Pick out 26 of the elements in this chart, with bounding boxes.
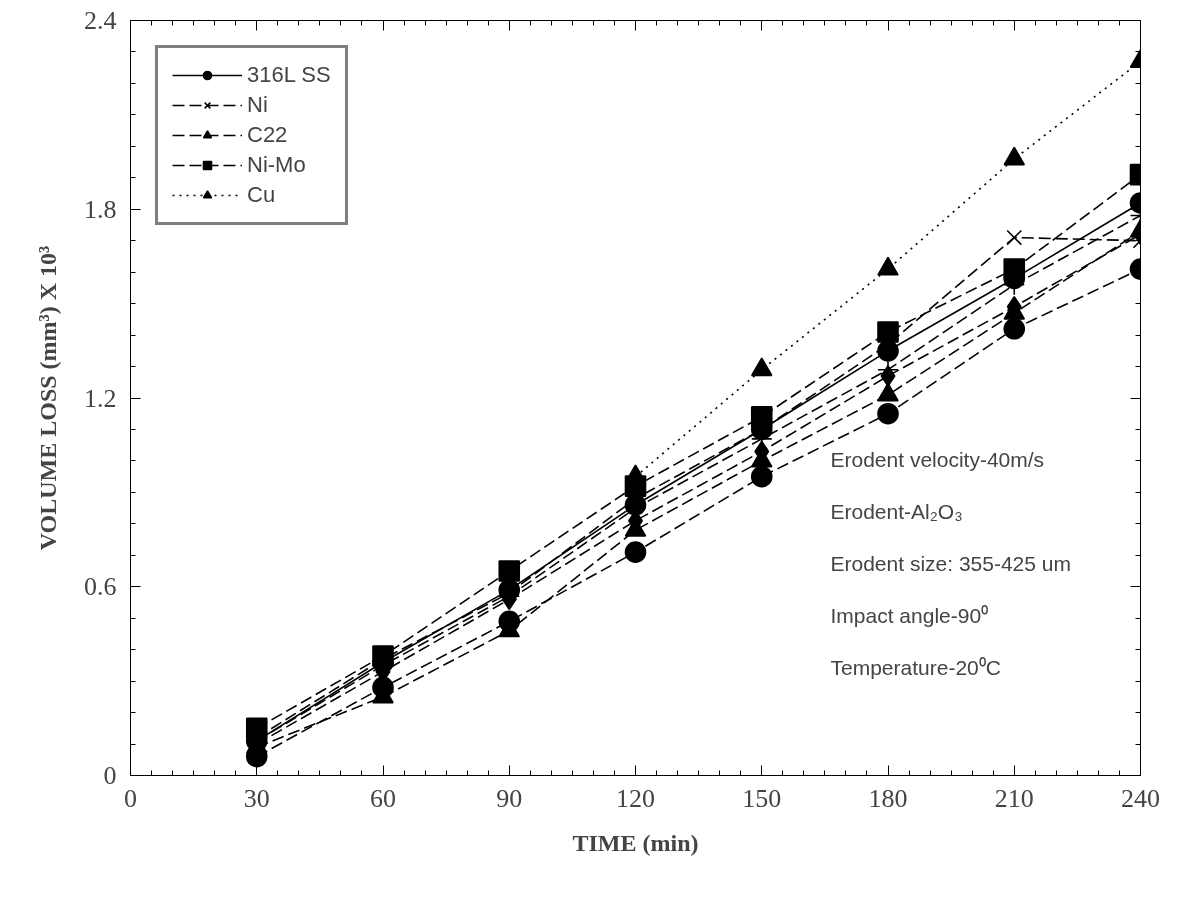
y-tick-label: 2.4 (84, 6, 117, 35)
x-tick-label: 0 (124, 783, 137, 813)
x-axis-title: TIME (min) (572, 829, 699, 856)
annotation: Temperature-20⁰C (830, 655, 1001, 679)
legend-label: Ni-Mo (247, 152, 306, 178)
x-tick-label: 210 (994, 783, 1034, 813)
x-tick-label: 240 (1121, 783, 1160, 813)
y-tick-label: 1.2 (84, 383, 117, 413)
annotation: Impact angle-90⁰ (830, 603, 989, 627)
legend-label: C22 (247, 122, 288, 148)
y-axis-title: VOLUME LOSS (mm³) X 10³ (35, 245, 61, 551)
x-tick-label: 120 (616, 783, 655, 813)
annotation: Erodent-Al₂O₃ (830, 499, 963, 523)
y-tick-label: 1.8 (84, 194, 117, 224)
y-tick-label: 0 (103, 761, 117, 790)
annotation: Erodent size: 355-425 um (830, 551, 1071, 575)
legend-label: Ni (247, 92, 268, 118)
legend-label: Cu (247, 182, 276, 208)
annotation: Erodent velocity-40m/s (830, 447, 1045, 471)
x-tick-label: 150 (742, 783, 782, 813)
legend-label: 316L SS (247, 62, 331, 88)
x-tick-label: 60 (370, 783, 396, 813)
x-tick-label: 30 (243, 783, 270, 813)
y-tick-label: 0.6 (84, 572, 117, 602)
x-tick-label: 180 (868, 783, 908, 813)
x-tick-label: 90 (496, 783, 523, 813)
